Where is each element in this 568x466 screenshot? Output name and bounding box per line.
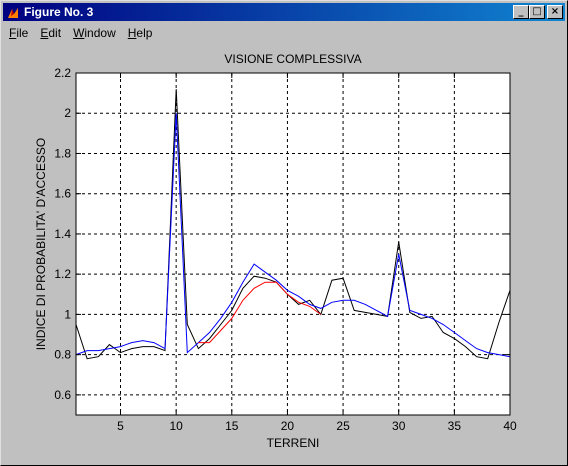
- menu-file[interactable]: File: [3, 26, 34, 40]
- y-tick-label: 0.8: [54, 348, 71, 362]
- menu-window-key: W: [73, 26, 85, 40]
- x-tick-label: 10: [169, 419, 183, 433]
- y-tick-label: 2.2: [54, 66, 71, 80]
- x-tick-label: 40: [503, 419, 517, 433]
- x-tick-label: 5: [117, 419, 124, 433]
- y-tick-label: 1.2: [54, 267, 71, 281]
- close-button[interactable]: ×: [547, 5, 563, 19]
- menu-window[interactable]: Window: [67, 26, 122, 40]
- maximize-button[interactable]: □: [529, 5, 545, 19]
- menu-edit-key: E: [40, 26, 49, 40]
- matlab-logo-icon: [6, 5, 20, 20]
- title-bar[interactable]: Figure No. 3 _ □ ×: [3, 3, 565, 21]
- y-tick-label: 1.6: [54, 187, 71, 201]
- menu-edit-label: dit: [48, 26, 62, 40]
- y-axis-label: INDICE DI PROBABILITA' D'ACCESSO: [34, 138, 48, 350]
- x-tick-label: 20: [281, 419, 295, 433]
- ticks: 5 10 15 20 25 30 35 40 0.6 0.8 1 1.2 1.4 1.6 1.8 2 2.2: [54, 66, 517, 433]
- series-line-0: [75, 89, 511, 360]
- x-axis-label: TERRENI: [267, 436, 320, 450]
- menu-help-key: H: [127, 26, 137, 40]
- x-tick-label: 35: [448, 419, 462, 433]
- menu-file-label: ile: [16, 26, 29, 40]
- menu-help-label: elp: [136, 26, 153, 40]
- menu-window-label: indow: [84, 26, 116, 40]
- window-title: Figure No. 3: [24, 5, 94, 19]
- series-line-1: [75, 113, 511, 358]
- y-tick-label: 0.6: [54, 388, 71, 402]
- menu-bar: File Edit Window Help: [3, 23, 565, 43]
- x-tick-label: 30: [392, 419, 406, 433]
- series-group: [75, 89, 511, 360]
- menu-edit[interactable]: Edit: [34, 26, 67, 40]
- menu-help[interactable]: Help: [122, 26, 159, 40]
- chart-title: VISIONE COMPLESSIVA: [224, 52, 361, 66]
- series-line-2: [198, 281, 322, 344]
- y-tick-label: 1.8: [54, 146, 71, 160]
- y-tick-label: 1.4: [54, 227, 71, 241]
- minimize-button[interactable]: _: [513, 5, 529, 19]
- x-tick-label: 15: [225, 419, 239, 433]
- axes-box: [75, 72, 511, 416]
- y-tick-label: 2: [64, 106, 71, 120]
- y-tick-label: 1: [64, 307, 71, 321]
- menu-file-key: F: [9, 26, 17, 40]
- axes-background: [76, 73, 510, 415]
- x-tick-label: 25: [336, 419, 350, 433]
